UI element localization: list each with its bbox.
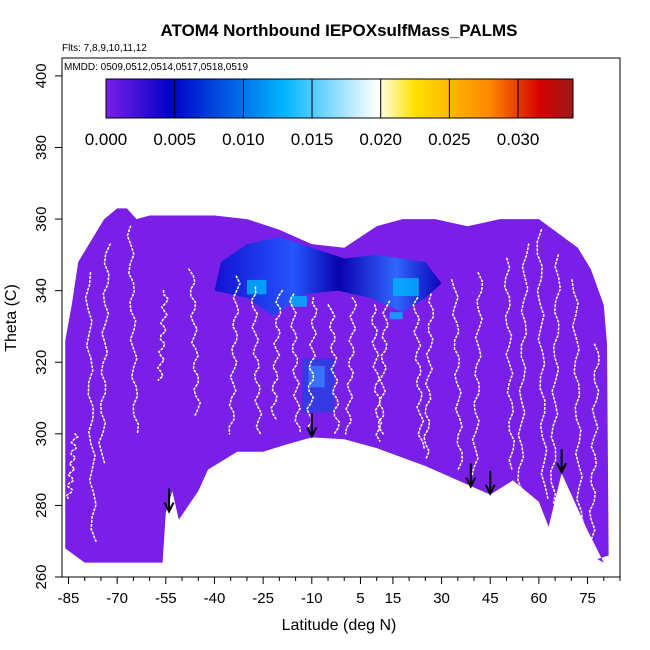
- heatmap-area: [65, 208, 609, 563]
- flight-track: [327, 304, 341, 435]
- enhanced-cell: [246, 279, 267, 295]
- x-tick-label: -70: [106, 590, 128, 607]
- y-tick-label: 380: [33, 135, 50, 160]
- flight-track: [536, 229, 549, 500]
- flight-track: [470, 271, 484, 478]
- arrow-head: [465, 477, 477, 489]
- colorbar: 0.000 0.005 0.010 0.015 0.020 0.025 0.030: [85, 78, 574, 149]
- colorbar-gradient: [105, 78, 574, 119]
- arrow-head: [556, 462, 567, 475]
- x-tick-label: -40: [204, 590, 226, 607]
- chart-title: ATOM4 Northbound IEPOXsulfMass_PALMS: [160, 21, 517, 40]
- x-tick-label: -25: [252, 590, 274, 607]
- x-axis-label: Latitude (deg N): [282, 617, 397, 634]
- x-tick-label: 15: [385, 590, 402, 607]
- x-tick-label: -55: [155, 590, 177, 607]
- y-tick-label: 360: [33, 207, 50, 232]
- flight-track: [587, 343, 600, 550]
- dates-note: MMDD: 0509,0512,0514,0517,0518,0519: [64, 62, 248, 73]
- flight-track: [65, 432, 79, 500]
- colorbar-tick-label: 0.005: [153, 130, 196, 149]
- x-tick-label: 45: [482, 590, 499, 607]
- x-tick-label: 60: [531, 590, 548, 607]
- y-tick-label: 400: [33, 63, 50, 88]
- flight-track: [288, 293, 302, 435]
- y-tick-label: 280: [33, 493, 50, 518]
- enhanced-cell: [389, 312, 403, 320]
- flight-track: [377, 300, 391, 435]
- flight-track: [517, 243, 530, 492]
- arrow-head: [484, 484, 496, 496]
- plot-frame: [61, 57, 621, 578]
- flight-track: [450, 279, 464, 471]
- lower-patch-core: [308, 365, 325, 388]
- x-axis: -85 -70 -55 -40 -25 -10 5 15 30 45 60 75: [58, 577, 621, 607]
- enhanced-band: [214, 236, 442, 316]
- x-tick-label: 30: [433, 590, 450, 607]
- colorbar-tick-label: 0.000: [85, 130, 128, 149]
- y-tick-label: 260: [33, 564, 50, 589]
- flight-track: [98, 243, 111, 464]
- y-tick-label: 300: [33, 421, 50, 446]
- x-tick-label: 5: [356, 590, 364, 607]
- flight-track: [156, 289, 169, 381]
- arrow-head: [306, 426, 318, 439]
- flight-track: [305, 296, 318, 428]
- enhanced-cell: [290, 296, 307, 307]
- colorbar-tick-label: 0.030: [497, 130, 540, 149]
- flight-track: [503, 257, 516, 471]
- colorbar-tick-label: 0.015: [291, 130, 334, 149]
- enhanced-cell: [392, 278, 419, 297]
- x-tick-label: -85: [58, 590, 80, 607]
- y-tick-label: 340: [33, 278, 50, 303]
- flights-note: Flts: 7,8,9,10,11,12: [62, 43, 147, 54]
- arrow-head: [163, 502, 175, 514]
- flight-track: [571, 279, 584, 535]
- flight-track: [412, 296, 426, 449]
- flight-track: [126, 225, 140, 435]
- flight-track: [270, 289, 284, 421]
- colorbar-ticks: 0.000 0.005 0.010 0.015 0.020 0.025 0.030: [85, 79, 540, 149]
- flight-track: [228, 275, 241, 435]
- flight-track: [188, 268, 201, 417]
- colorbar-tick-label: 0.010: [222, 130, 265, 149]
- flight-track: [371, 304, 383, 442]
- x-tick-label: -10: [301, 590, 323, 607]
- flight-track: [344, 296, 358, 435]
- x-tick-label: 75: [579, 590, 596, 607]
- flight-track: [84, 271, 97, 543]
- y-axis: 260 280 300 320 340 360 380 400: [33, 63, 62, 590]
- flight-track: [250, 286, 263, 435]
- colorbar-tick-label: 0.020: [359, 130, 402, 149]
- colorbar-tick-label: 0.025: [428, 130, 471, 149]
- y-axis-label: Theta (C): [3, 284, 20, 352]
- flight-track: [423, 293, 435, 460]
- y-tick-label: 320: [33, 350, 50, 375]
- flight-track: [549, 254, 562, 507]
- heatmap-marks: [65, 225, 600, 550]
